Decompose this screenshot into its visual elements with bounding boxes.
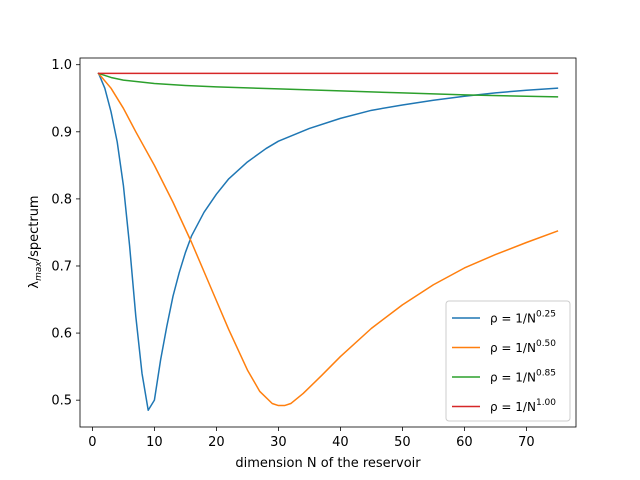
legend-label-2: ρ = 1/N0.50: [490, 339, 556, 355]
y-tick-label: 1.0: [51, 58, 72, 73]
legend-label-base: ρ = 1/N: [490, 312, 536, 326]
legend-label-base: ρ = 1/N: [490, 371, 536, 385]
legend-label-1: ρ = 1/N0.25: [490, 310, 556, 326]
legend-label-4: ρ = 1/N1.00: [490, 398, 556, 414]
x-tick-label: 60: [456, 435, 473, 450]
legend-label-base: ρ = 1/N: [490, 341, 536, 355]
x-tick-label: 70: [518, 435, 535, 450]
y-tick-label: 0.9: [51, 125, 72, 140]
x-tick-label: 10: [146, 435, 163, 450]
x-axis-label: dimension N of the reservoir: [235, 456, 421, 471]
y-axis-label-subscript: max: [34, 261, 44, 281]
y-axis-label: λmax/spectrum: [27, 195, 44, 288]
y-tick-label: 0.8: [51, 192, 72, 207]
x-tick-label: 40: [332, 435, 349, 450]
y-tick-label: 0.5: [51, 394, 72, 409]
legend-label-exponent: 0.50: [536, 339, 556, 349]
legend-box: [445, 300, 571, 422]
y-tick-label: 0.7: [51, 259, 72, 274]
series-line-2: [97, 72, 559, 407]
legend: ρ = 1/N0.25ρ = 1/N0.50ρ = 1/N0.85ρ = 1/N…: [445, 300, 571, 422]
y-axis-label-base: λ: [27, 281, 42, 289]
series-layer: [97, 72, 559, 411]
legend-label-exponent: 0.25: [536, 310, 556, 320]
x-tick-label: 50: [394, 435, 411, 450]
axes-layer: 0 10 20 30 40 50 60 70 0.5 0.6 0.7 0.8 0.9 1.0: [51, 57, 577, 450]
legend-label-3: ρ = 1/N0.85: [490, 369, 556, 385]
legend-label-exponent: 0.85: [536, 369, 556, 379]
series-line-1: [97, 72, 559, 411]
legend-label-base: ρ = 1/N: [490, 400, 536, 414]
x-tick-label: 20: [208, 435, 225, 450]
y-tick-label: 0.6: [51, 327, 72, 342]
series-line-3: [97, 72, 559, 98]
plot-frame: [79, 57, 577, 428]
legend-label-exponent: 1.00: [536, 398, 556, 408]
x-tick-label: 30: [270, 435, 287, 450]
x-tick-label: 0: [88, 435, 96, 450]
y-axis-label-rest: /spectrum: [27, 195, 42, 261]
